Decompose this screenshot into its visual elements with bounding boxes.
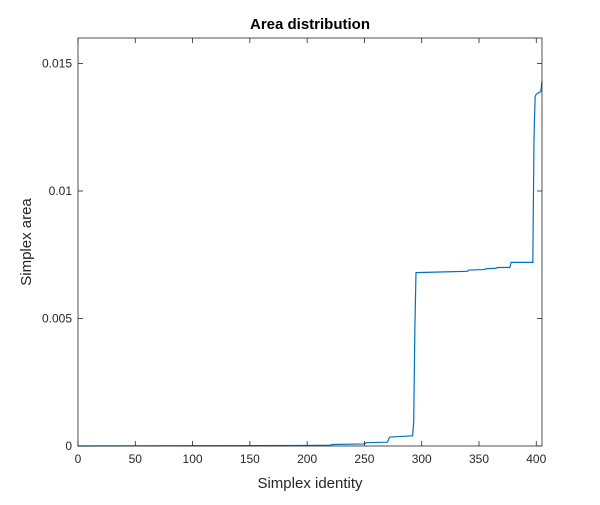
x-tick-label: 0 <box>75 452 82 466</box>
x-tick-label: 250 <box>354 452 374 466</box>
y-tick-label: 0.015 <box>42 57 72 71</box>
series-layer <box>77 81 543 447</box>
plot-box <box>77 37 543 447</box>
labels-layer: 0 50 100 150 200 250 300 350 400 0 0.005 0.01 0.015 <box>42 57 547 467</box>
x-axis-label: Simplex identity <box>257 475 363 492</box>
x-tick-label: 400 <box>526 452 546 466</box>
x-tick-label: 100 <box>183 452 203 466</box>
y-tick-label: 0.01 <box>49 184 73 198</box>
y-tick-label: 0 <box>65 439 72 453</box>
x-tick-label: 200 <box>297 452 317 466</box>
x-tick-label: 50 <box>129 452 143 466</box>
x-tick-label: 150 <box>240 452 260 466</box>
chart-title: Area distribution <box>250 16 370 33</box>
x-tick-label: 300 <box>412 452 432 466</box>
y-axis-label: Simplex area <box>18 198 35 286</box>
x-tick-label: 350 <box>469 452 489 466</box>
series-line <box>77 81 543 447</box>
plot-background <box>78 38 542 446</box>
y-tick-label: 0.005 <box>42 312 72 326</box>
ticks-layer <box>77 38 542 447</box>
